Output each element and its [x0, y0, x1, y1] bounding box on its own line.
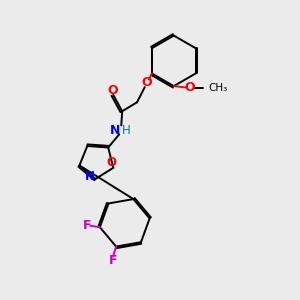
Text: N: N — [110, 124, 121, 137]
Text: F: F — [109, 254, 117, 267]
Text: O: O — [141, 76, 152, 89]
Text: O: O — [185, 81, 195, 94]
Text: H: H — [122, 124, 130, 137]
Text: F: F — [82, 219, 91, 232]
Text: O: O — [107, 84, 118, 97]
Text: O: O — [107, 156, 117, 169]
Text: CH₃: CH₃ — [208, 82, 228, 93]
Text: N: N — [85, 170, 94, 183]
